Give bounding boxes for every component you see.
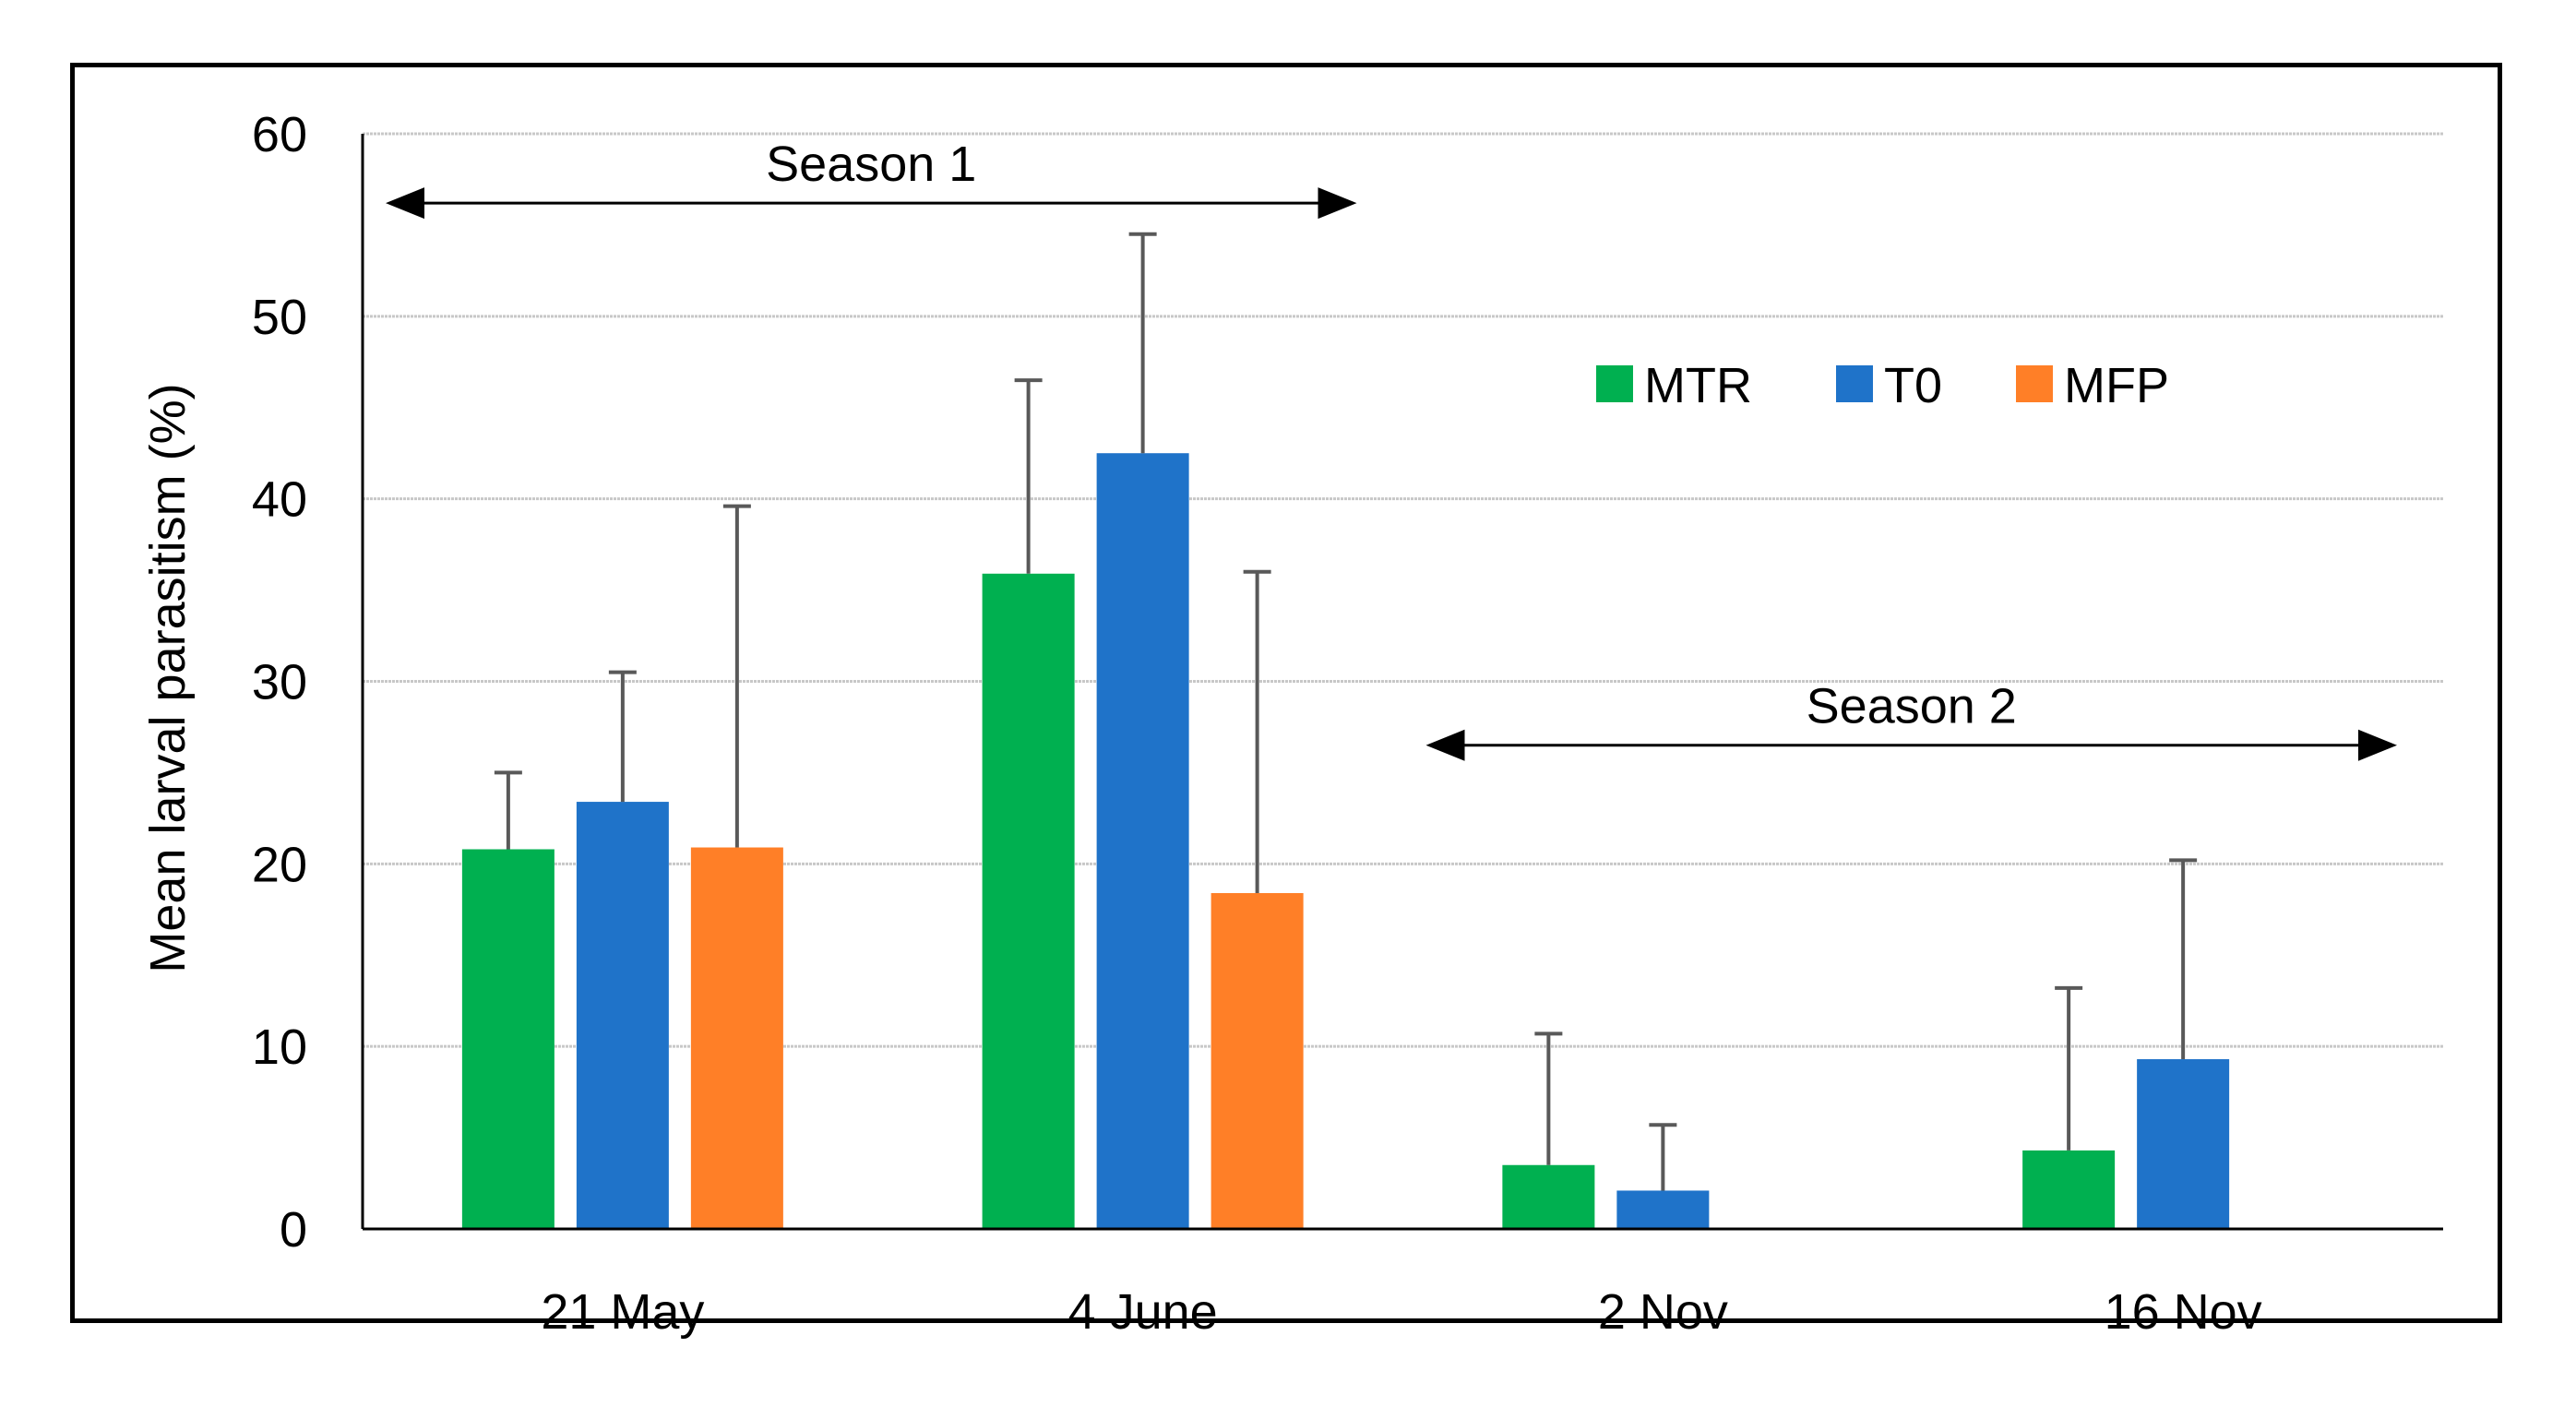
bars <box>461 453 2230 1229</box>
legend: MTR T0 MFP <box>1596 358 2169 413</box>
season-arrowhead-left <box>1425 729 1465 761</box>
legend-label-mfp: MFP <box>2064 358 2169 413</box>
error-bars <box>494 232 2198 1191</box>
x-axis-ticks: 21 May 4 June 2 Nov 16 Nov <box>541 1284 2261 1340</box>
season-annotation: Season 1 <box>386 137 1357 220</box>
legend-swatch-mtr <box>1596 365 1633 402</box>
legend-label-mtr: MTR <box>1644 358 1752 413</box>
y-tick-label: 60 <box>252 107 307 162</box>
bar-mtr-21-may <box>461 849 555 1229</box>
x-tick-label: 4 June <box>1068 1284 1218 1340</box>
bar-mtr-16-nov <box>2022 1150 2116 1229</box>
y-tick-label: 40 <box>252 472 307 528</box>
legend-swatch-mfp <box>2016 365 2053 402</box>
legend-swatch-t0 <box>1836 365 1873 402</box>
x-tick-label: 21 May <box>541 1284 704 1340</box>
gridlines <box>363 132 2443 1048</box>
season-label: Season 1 <box>766 137 976 192</box>
y-tick-label: 50 <box>252 290 307 345</box>
season-annotations: Season 1 Season 2 <box>386 137 2397 761</box>
bar-t0-16-nov <box>2137 1059 2230 1229</box>
season-arrowhead-left <box>386 187 424 220</box>
y-tick-label: 10 <box>252 1019 307 1075</box>
season-annotation: Season 2 <box>1425 679 2397 761</box>
x-tick-label: 2 Nov <box>1598 1284 1728 1340</box>
bar-mtr-2-nov <box>1502 1164 1595 1229</box>
bar-t0-21-may <box>576 802 669 1229</box>
bar-mtr-4-june <box>982 573 1075 1229</box>
y-axis-title: Mean larval parasitism (%) <box>140 383 196 972</box>
bar-mfp-4-june <box>1210 892 1304 1229</box>
chart-frame <box>70 63 2502 1323</box>
bar-t0-2-nov <box>1616 1190 1710 1229</box>
y-axis-ticks: 0 10 20 30 40 50 60 <box>252 107 307 1258</box>
axes <box>361 134 2443 1231</box>
y-tick-label: 30 <box>252 655 307 710</box>
season-arrowhead-right <box>2358 729 2397 761</box>
bar-t0-4-june <box>1096 453 1189 1229</box>
bar-mfp-21-may <box>690 847 783 1229</box>
y-tick-label: 20 <box>252 837 307 892</box>
x-tick-label: 16 Nov <box>2105 1284 2262 1340</box>
y-tick-label: 0 <box>280 1202 307 1258</box>
season-label: Season 2 <box>1807 679 2017 734</box>
season-arrowhead-right <box>1318 187 1357 220</box>
legend-label-t0: T0 <box>1884 358 1942 413</box>
